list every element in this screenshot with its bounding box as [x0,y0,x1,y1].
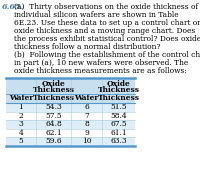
Bar [6,137,135,145]
Text: thickness follow a normal distribution?: thickness follow a normal distribution? [14,43,160,51]
Text: 57.5: 57.5 [45,112,62,120]
Text: 9: 9 [84,129,89,137]
Text: Thickness: Thickness [98,86,140,94]
Bar [6,112,135,120]
Text: 61.1: 61.1 [110,129,127,137]
Text: 58.4: 58.4 [110,112,127,120]
Text: oxide thickness and a moving range chart. Does: oxide thickness and a moving range chart… [14,27,195,35]
Text: 54.3: 54.3 [45,103,62,111]
Text: Oxide: Oxide [42,80,66,88]
Text: in part (a), 10 new wafers were observed. The: in part (a), 10 new wafers were observed… [14,59,188,67]
Bar [6,128,135,137]
Text: 51.5: 51.5 [110,103,127,111]
Text: 59.6: 59.6 [45,137,62,145]
Text: Oxide: Oxide [107,80,130,88]
Text: oxide thickness measurements are as follows:: oxide thickness measurements are as foll… [14,67,187,75]
Text: Wafer: Wafer [9,94,33,102]
Text: 1: 1 [18,103,23,111]
Text: the process exhibit statistical control? Does oxide: the process exhibit statistical control?… [14,35,200,43]
Text: Thickness: Thickness [98,94,140,102]
Text: 5: 5 [18,137,23,145]
Text: (b)  Following the establishment of the control charts: (b) Following the establishment of the c… [14,51,200,59]
Text: 62.1: 62.1 [45,129,62,137]
Text: Thickness: Thickness [33,94,75,102]
Text: 2: 2 [18,112,23,120]
Text: 8: 8 [84,120,89,128]
Text: Thickness: Thickness [33,86,75,94]
Text: 7: 7 [84,112,89,120]
Text: 6: 6 [84,103,89,111]
Text: 6.65.: 6.65. [2,3,24,11]
Text: 63.3: 63.3 [110,137,127,145]
Text: 67.5: 67.5 [110,120,127,128]
Text: individual silicon wafers are shown in Table: individual silicon wafers are shown in T… [14,11,178,19]
Text: 4: 4 [18,129,23,137]
Bar [6,103,135,112]
Text: 3: 3 [18,120,23,128]
Text: Wafer: Wafer [74,94,99,102]
Bar [6,78,135,103]
Text: 6E.23. Use these data to set up a control chart on: 6E.23. Use these data to set up a contro… [14,19,200,27]
Text: 10: 10 [82,137,91,145]
Bar [6,120,135,128]
Text: 64.8: 64.8 [45,120,62,128]
Text: (a)  Thirty observations on the oxide thickness of: (a) Thirty observations on the oxide thi… [14,3,198,11]
